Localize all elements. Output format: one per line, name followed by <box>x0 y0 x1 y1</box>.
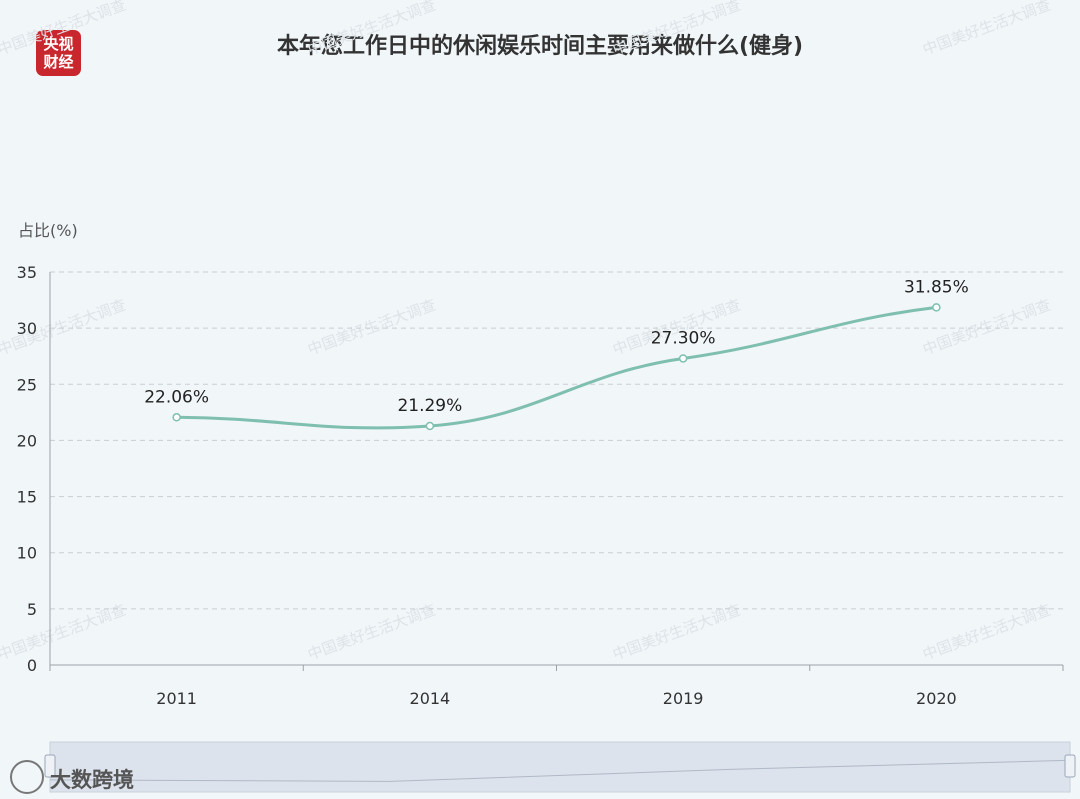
data-point <box>678 354 688 363</box>
zoom-handle-right <box>1064 754 1076 778</box>
axis-layer: 0 5 10 15 20 25 30 35 占比(%) 2011 2014 2019 2020 <box>17 221 1064 708</box>
background-watermark: 中国美好生活大调查 <box>0 0 128 59</box>
background-watermark: 中国美好生活大调查 <box>305 0 438 59</box>
zoom-preview-line <box>49 759 1071 782</box>
watermark-logo-icon <box>10 760 44 794</box>
background-watermark: 中国美好生活大调查 <box>920 0 1053 59</box>
data-point <box>932 303 941 312</box>
background-watermark: 中国美好生活大调查 <box>610 601 743 664</box>
series-layer: 22.06% 21.29% 27.30% 31.85% <box>144 277 969 431</box>
y-tick-label: 30 <box>17 319 37 338</box>
x-tick-label: 2011 <box>156 689 197 708</box>
logo-line-1: 央视 <box>43 35 74 53</box>
watermark-layer: 中国美好生活大调查 中国美好生活大调查 中国美好生活大调查 中国美好生活大调查中国美好… <box>0 0 1053 664</box>
zoom-handle-left <box>44 754 56 778</box>
data-label: 21.29% <box>397 396 462 416</box>
zoom-selection-area <box>49 741 1071 793</box>
background-watermark: 中国美好生活大调查 <box>0 601 128 664</box>
background-watermark: 中国美好生活大调查 <box>305 296 438 359</box>
x-tick-label: 2020 <box>916 689 957 708</box>
background-watermark: 中国美好生活大调查 <box>305 601 438 664</box>
series-line <box>176 305 937 430</box>
y-tick-label: 0 <box>27 656 37 675</box>
data-point <box>172 413 181 422</box>
chart-title: 本年您工作日中的休闲娱乐时间主要用来做什么(健身) <box>276 34 804 59</box>
data-point <box>425 421 435 431</box>
background-watermark: 中国美好生活大调查 <box>920 601 1053 664</box>
y-axis-label: 占比(%) <box>18 221 78 240</box>
data-label: 22.06% <box>144 387 209 407</box>
data-label: 27.30% <box>651 328 716 348</box>
data-label: 31.85% <box>904 277 969 297</box>
y-tick-label: 25 <box>17 375 37 394</box>
x-tick-label: 2014 <box>410 689 451 708</box>
background-watermark: 中国美好生活大调查 <box>610 296 743 359</box>
y-tick-label: 20 <box>17 431 37 450</box>
y-tick-label: 35 <box>17 263 37 282</box>
x-tick-label: 2019 <box>663 689 704 708</box>
grid-layer <box>50 271 1063 610</box>
y-tick-label: 15 <box>17 488 37 507</box>
background-watermark: 中国美好生活大调查 <box>610 0 743 59</box>
data-zoom-slider[interactable] <box>44 741 1076 793</box>
cctv-finance-logo: 央视 财经 <box>36 30 81 76</box>
y-tick-label: 5 <box>27 600 37 619</box>
watermark-text: 大数跨境 <box>50 768 134 792</box>
y-tick-label: 10 <box>17 544 37 563</box>
background-watermark: 中国美好生活大调查 <box>920 296 1053 359</box>
logo-line-2: 财经 <box>43 53 74 71</box>
